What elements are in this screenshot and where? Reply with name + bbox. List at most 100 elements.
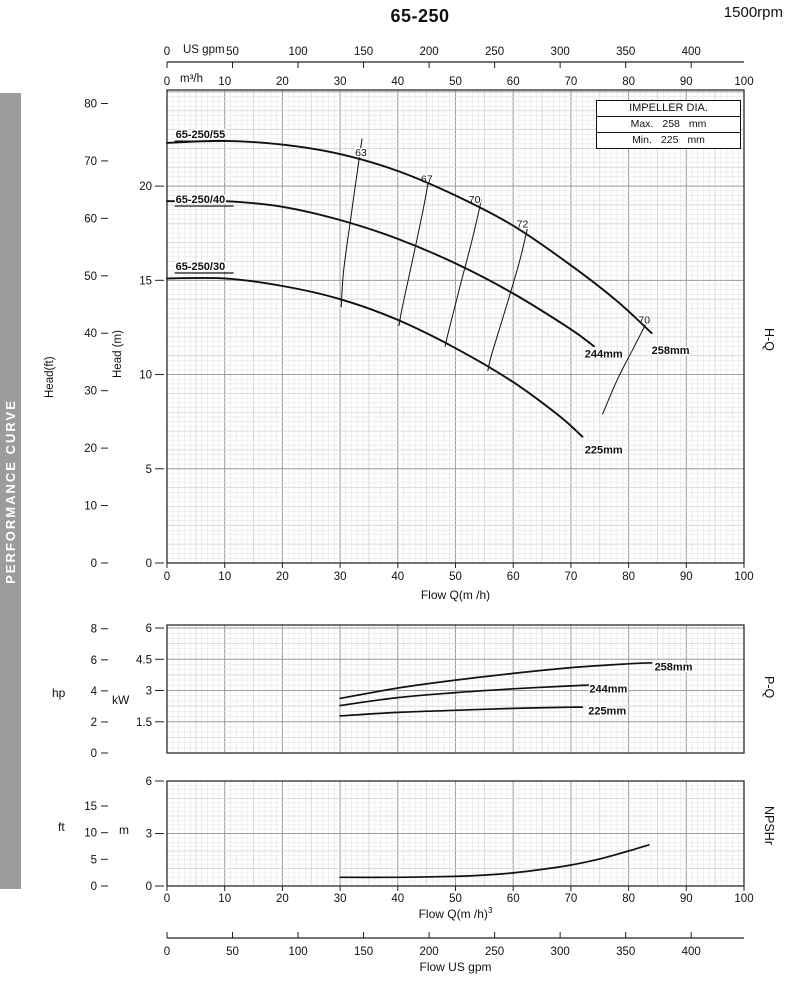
- tick-label: 100: [288, 946, 307, 958]
- tick-label: 50: [449, 76, 462, 88]
- curve-label: 258mm: [652, 345, 690, 357]
- pq-curve-225mm: [339, 706, 584, 717]
- tick-label: 350: [616, 946, 635, 958]
- tick-label: 20: [276, 571, 289, 583]
- y-axis-label-ft: ft: [58, 820, 65, 834]
- tick-label: 350: [616, 46, 635, 58]
- tick-label: 0: [91, 558, 97, 570]
- tick-label: 10: [218, 893, 231, 905]
- side-label-pq: P-Q: [762, 676, 776, 699]
- tick-label: 40: [84, 328, 97, 340]
- tick-label: 50: [226, 946, 239, 958]
- y-axis-label-hp: hp: [52, 686, 66, 700]
- tick-label: 5: [91, 854, 97, 866]
- x-axis-label-flow-q-2: Flow Q(m /h)3: [167, 906, 744, 921]
- curve-label: 65-250/30: [176, 261, 226, 273]
- tick-label: 60: [507, 571, 520, 583]
- tick-label: 200: [420, 946, 439, 958]
- tick-label: 20: [276, 893, 289, 905]
- tick-label: 6: [146, 776, 152, 788]
- curve-label: 258mm: [655, 662, 693, 674]
- tick-label: 30: [334, 571, 347, 583]
- curve-label: 65-250/40: [176, 194, 226, 206]
- side-label-hq: H-Q: [762, 328, 776, 351]
- npshr-curve: [339, 844, 650, 879]
- tick-label: 6: [91, 655, 97, 667]
- tick-label: 50: [449, 571, 462, 583]
- tick-label: 60: [507, 76, 520, 88]
- tick-label: 200: [420, 46, 439, 58]
- tick-label: 80: [84, 98, 97, 110]
- tick-label: 100: [734, 893, 753, 905]
- efficiency-line: [602, 317, 650, 415]
- flow-q-2-sup: 3: [487, 906, 493, 915]
- tick-label: 20: [276, 76, 289, 88]
- tick-label: 2: [91, 717, 97, 729]
- efficiency-line: [487, 227, 529, 372]
- curve-label: 65-250/55: [176, 129, 226, 141]
- tick-label: 0: [164, 46, 170, 58]
- side-label-npshr: NPSHr: [762, 806, 776, 845]
- impeller-max-label: Max.: [630, 118, 654, 130]
- tick-label: 90: [680, 571, 693, 583]
- tick-label: 0: [91, 748, 97, 760]
- banner-label: PERFORMANCE CURVE: [3, 398, 18, 584]
- tick-label: 10: [84, 828, 97, 840]
- tick-label: 150: [354, 46, 373, 58]
- top-axis-unit-m3h: m³/h: [180, 73, 203, 85]
- x-axis-label-flow-us-gpm: Flow US gpm: [419, 960, 492, 974]
- tick-label: 250: [485, 46, 504, 58]
- tick-label: 0: [146, 881, 152, 893]
- tick-label: 0: [164, 946, 170, 958]
- impeller-min-label: Min.: [632, 134, 652, 146]
- tick-label: 80: [622, 893, 635, 905]
- tick-label: 70: [84, 156, 97, 168]
- curve-label: 225mm: [585, 445, 623, 457]
- tick-label: 70: [565, 571, 578, 583]
- page-title: 65-250: [390, 6, 450, 26]
- hq-curve-258mm: [166, 139, 653, 335]
- tick-label: 400: [682, 46, 701, 58]
- tick-label: 300: [551, 946, 570, 958]
- y-axis-label-kw: kW: [112, 693, 130, 707]
- tick-label: 30: [84, 386, 97, 398]
- tick-label: 70: [565, 76, 578, 88]
- pq-curve-258mm: [339, 661, 653, 700]
- tick-label: 3: [146, 686, 152, 698]
- tick-label: 10: [139, 370, 152, 382]
- tick-label: 40: [391, 893, 404, 905]
- efficiency-line: [398, 174, 430, 327]
- tick-label: 50: [84, 271, 97, 283]
- tick-label: 90: [680, 893, 693, 905]
- tick-label: 3: [146, 829, 152, 841]
- impeller-min-value: 225: [660, 134, 679, 146]
- tick-label: 0: [164, 893, 170, 905]
- tick-label: 20: [139, 181, 152, 193]
- tick-label: 300: [551, 46, 570, 58]
- y-axis-label-head-m: Head (m): [112, 330, 124, 378]
- curve-label: 244mm: [585, 349, 623, 361]
- tick-label: 40: [391, 76, 404, 88]
- tick-label: 150: [354, 946, 373, 958]
- top-axis-unit-us-gpm: US gpm: [183, 44, 225, 56]
- performance-curve-banner: PERFORMANCE CURVE: [0, 93, 21, 889]
- tick-label: 10: [84, 501, 97, 513]
- tick-label: 40: [391, 571, 404, 583]
- tick-label: 50: [449, 893, 462, 905]
- tick-label: 60: [507, 893, 520, 905]
- tick-label: 15: [139, 275, 152, 287]
- tick-label: 50: [226, 46, 239, 58]
- impeller-max-unit: mm: [688, 118, 707, 130]
- tick-label: 0: [164, 76, 170, 88]
- tick-label: 60: [84, 213, 97, 225]
- tick-label: 80: [622, 76, 635, 88]
- impeller-min-unit: mm: [687, 134, 705, 146]
- y-axis-label-m: m: [119, 823, 129, 837]
- curve-label: 225mm: [588, 705, 626, 717]
- tick-label: 10: [218, 571, 231, 583]
- tick-label: 1.5: [136, 717, 152, 729]
- efficiency-line: [444, 198, 482, 347]
- efficiency-label: 63: [355, 147, 367, 159]
- tick-label: 100: [734, 76, 753, 88]
